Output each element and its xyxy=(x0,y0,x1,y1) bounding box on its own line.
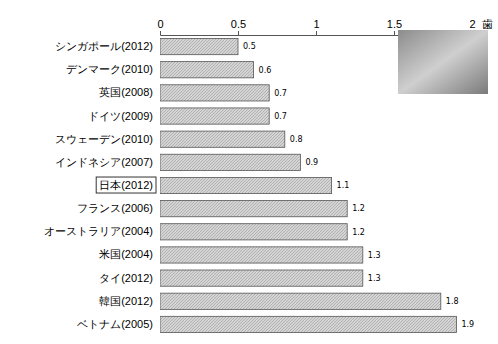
tick-label: 2 xyxy=(469,18,475,30)
axis-line xyxy=(160,36,161,337)
bar xyxy=(160,154,300,170)
tick-label: シンガポール(2012) xyxy=(55,40,153,52)
tick: 0.5 xyxy=(231,18,246,35)
bar xyxy=(160,224,347,240)
bar xyxy=(160,108,269,124)
tick: シンガポール(2012) xyxy=(55,40,160,52)
data-label: 0.5 xyxy=(243,42,256,51)
tick-label: 米国(2004) xyxy=(99,248,153,260)
tick: 英国(2008) xyxy=(99,86,160,98)
axis-title: 歯 xyxy=(482,18,493,31)
data-label: 0.8 xyxy=(290,135,303,144)
tick: 1 xyxy=(313,18,319,35)
data-label: 0.7 xyxy=(274,89,287,98)
bar xyxy=(160,247,363,263)
data-label: 1.8 xyxy=(446,297,459,306)
bar xyxy=(160,131,285,147)
tick: タイ(2012) xyxy=(99,272,160,284)
tick-label: タイ(2012) xyxy=(99,272,153,284)
bar xyxy=(160,85,269,101)
tick: ドイツ(2009) xyxy=(88,110,160,122)
tick-label: インドネシア(2007) xyxy=(55,156,153,168)
bar xyxy=(160,38,238,54)
tick-label: フランス(2006) xyxy=(77,202,153,214)
bar xyxy=(160,177,332,193)
tick-mark xyxy=(394,31,395,35)
chart: 0.5 0.6 0.7 0.7 0.8 0.9 1.1 1.2 1.2 1.3 1.3 1.8 1.9 0… xyxy=(0,0,498,344)
tick-label: 0 xyxy=(157,18,163,30)
tick-label: 英国(2008) xyxy=(99,86,153,98)
tick: 韓国(2012) xyxy=(99,295,160,307)
tick-label: 1.5 xyxy=(387,18,402,30)
data-label: 1.9 xyxy=(461,320,474,329)
tick-label: ドイツ(2009) xyxy=(88,110,153,122)
data-label: 0.6 xyxy=(259,66,272,75)
tick: オーストラリア(2004) xyxy=(44,225,160,237)
tick-label: 日本(2012) xyxy=(99,179,153,191)
tick: インドネシア(2007) xyxy=(55,156,160,168)
tick-mark xyxy=(160,31,161,35)
tick: 日本(2012) xyxy=(96,177,160,193)
tick-label: 0.5 xyxy=(231,18,246,30)
tick-label: デンマーク(2010) xyxy=(66,63,153,75)
bar xyxy=(160,316,456,332)
tick-mark xyxy=(238,31,239,35)
bar xyxy=(160,62,254,78)
tick: デンマーク(2010) xyxy=(66,63,160,75)
bar xyxy=(160,293,441,309)
tick-label: ベトナム(2005) xyxy=(77,318,153,330)
bar xyxy=(160,270,363,286)
tick-label: オーストラリア(2004) xyxy=(44,225,153,237)
data-label: 0.9 xyxy=(305,158,318,167)
data-label: 1.1 xyxy=(337,181,350,190)
y-axis: シンガポール(2012) デンマーク(2010) 英国(2008) ドイツ(2009)… xyxy=(44,36,160,337)
data-label: 0.7 xyxy=(274,112,287,121)
tick: 米国(2004) xyxy=(99,248,160,260)
tick: 0 xyxy=(157,18,163,35)
tick-label: スウェーデン(2010) xyxy=(55,133,153,145)
tick-label: 韓国(2012) xyxy=(99,295,153,307)
highlight-box xyxy=(96,177,156,193)
data-label: 1.2 xyxy=(352,204,365,213)
tick: フランス(2006) xyxy=(77,202,160,214)
tick: スウェーデン(2010) xyxy=(55,133,160,145)
tick: ベトナム(2005) xyxy=(77,318,160,330)
data-label: 1.3 xyxy=(368,274,381,283)
photo xyxy=(398,30,488,94)
tick-label: 1 xyxy=(313,18,319,30)
data-label: 1.2 xyxy=(352,228,365,237)
bar xyxy=(160,201,347,217)
tick-mark xyxy=(316,31,317,35)
data-label: 1.3 xyxy=(368,251,381,260)
